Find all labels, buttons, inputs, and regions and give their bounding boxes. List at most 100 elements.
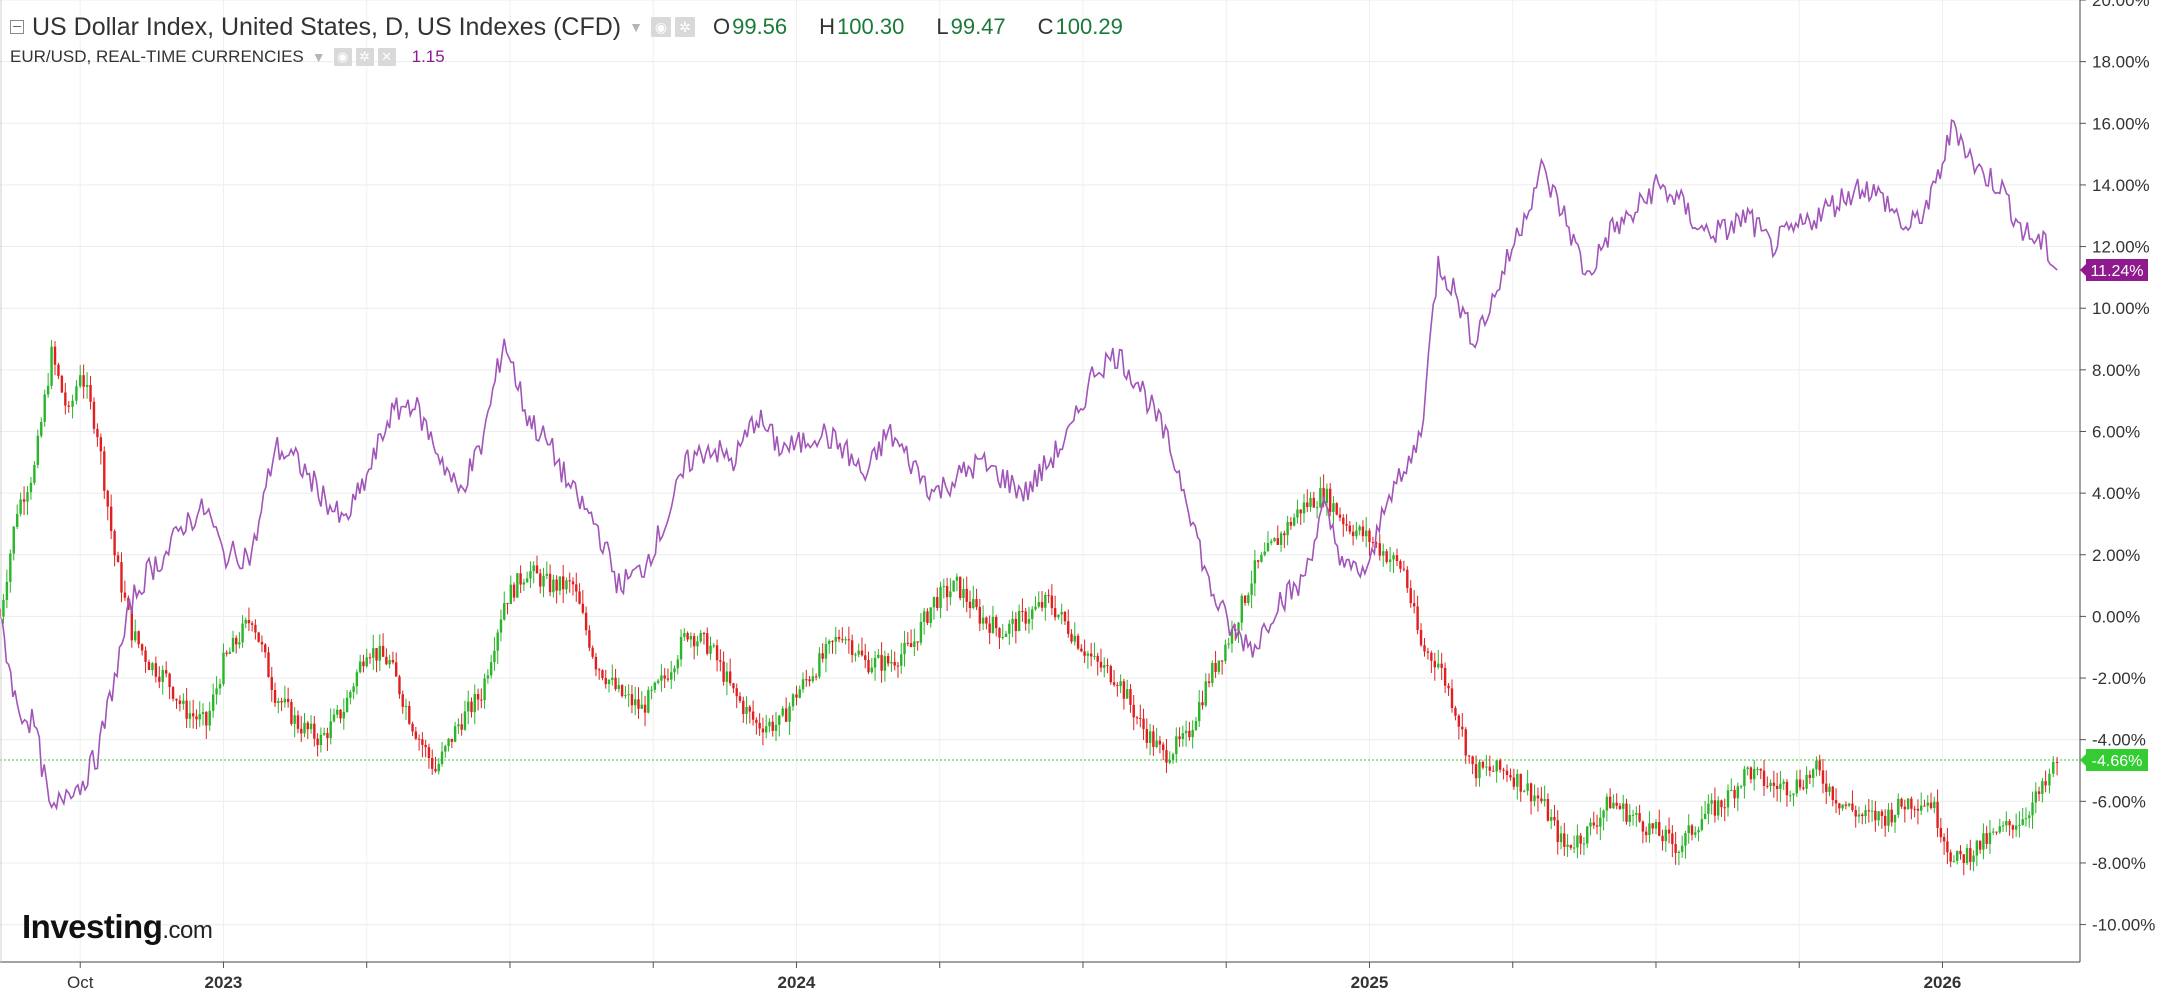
eurusd-last-badge-bg bbox=[2086, 258, 2148, 281]
candle-body bbox=[1454, 707, 1457, 716]
candle-body bbox=[137, 631, 140, 645]
candle-body bbox=[1913, 808, 1916, 810]
candle-body bbox=[1505, 770, 1509, 776]
candle-body bbox=[290, 701, 293, 724]
candle-body bbox=[1188, 730, 1191, 738]
candle-body bbox=[1457, 715, 1461, 727]
y-tick-label: 18.00% bbox=[2092, 53, 2150, 72]
candle-body bbox=[385, 656, 388, 665]
candle-body bbox=[178, 700, 182, 704]
candle-body bbox=[116, 555, 120, 563]
candle-body bbox=[1220, 660, 1224, 662]
candle-body bbox=[1024, 611, 1027, 624]
candle-body bbox=[1631, 814, 1635, 816]
candle-body bbox=[175, 698, 178, 701]
candle-body bbox=[1697, 829, 1700, 833]
candle-body bbox=[509, 584, 512, 605]
candle-body bbox=[1399, 561, 1402, 569]
candle-body bbox=[1559, 833, 1563, 843]
main-series-legend[interactable]: US Dollar Index, United States, D, US In… bbox=[10, 10, 1155, 44]
gear-icon[interactable]: ✲ bbox=[674, 17, 695, 37]
candle-body bbox=[784, 708, 788, 722]
candle-body bbox=[1811, 769, 1815, 778]
candle-body bbox=[1266, 543, 1270, 552]
candle-body bbox=[1579, 835, 1582, 844]
candle-body bbox=[1201, 702, 1204, 706]
candle-body bbox=[2024, 818, 2028, 820]
candle-body bbox=[1481, 761, 1485, 768]
candle-body bbox=[870, 667, 873, 673]
candle-body bbox=[1625, 803, 1628, 822]
candle-body bbox=[834, 636, 837, 642]
candle-body bbox=[916, 641, 919, 643]
candle-body bbox=[473, 693, 476, 713]
candle-body bbox=[457, 724, 460, 727]
candle-body bbox=[1371, 542, 1375, 544]
eurusd-last-badge-pointer bbox=[2080, 263, 2086, 276]
candle-body bbox=[2048, 773, 2051, 786]
candle-body bbox=[1962, 854, 1965, 864]
candle-body bbox=[1017, 611, 1021, 632]
collapse-icon[interactable] bbox=[10, 20, 24, 34]
candle-body bbox=[1348, 525, 1352, 532]
candle-body bbox=[1635, 813, 1638, 815]
candle-body bbox=[676, 659, 679, 669]
candle-body bbox=[493, 650, 496, 663]
y-tick-label: -10.00% bbox=[2092, 916, 2155, 935]
candle-body bbox=[650, 689, 653, 691]
candle-body bbox=[1116, 684, 1119, 686]
x-tick-label: 2023 bbox=[205, 973, 243, 992]
candle-body bbox=[1759, 768, 1762, 771]
candle-body bbox=[597, 669, 601, 671]
candle-body bbox=[1498, 760, 1502, 770]
candle-body bbox=[1478, 761, 1481, 779]
candle-body bbox=[1240, 595, 1243, 623]
eye-icon[interactable]: ◉ bbox=[650, 17, 671, 37]
candle-body bbox=[1710, 800, 1713, 804]
candle-body bbox=[571, 581, 575, 585]
candle-body bbox=[660, 675, 663, 681]
candle-body bbox=[1808, 774, 1812, 778]
eye-icon[interactable]: ◉ bbox=[333, 48, 352, 66]
secondary-series-legend[interactable]: EUR/USD, REAL-TIME CURRENCIES ▼ ◉ ✲ ✕ 1.… bbox=[10, 44, 1155, 70]
candle-body bbox=[211, 694, 215, 711]
candle-body bbox=[516, 573, 519, 598]
candle-body bbox=[774, 724, 778, 731]
candle-body bbox=[1576, 835, 1579, 848]
chevron-down-icon[interactable]: ▼ bbox=[629, 19, 643, 35]
candle-body bbox=[828, 640, 831, 644]
candle-body bbox=[1615, 802, 1618, 806]
candle-body bbox=[952, 580, 955, 592]
candle-body bbox=[535, 565, 539, 574]
candle-body bbox=[182, 700, 185, 704]
candle-body bbox=[1419, 630, 1423, 646]
candle-body bbox=[161, 670, 164, 682]
candle-body bbox=[195, 716, 198, 720]
close-icon[interactable]: ✕ bbox=[377, 48, 396, 66]
candle-body bbox=[1897, 798, 1900, 815]
candle-body bbox=[1034, 606, 1037, 610]
candle-body bbox=[40, 421, 43, 436]
candle-body bbox=[1877, 811, 1880, 821]
candle-body bbox=[689, 636, 693, 640]
candle-body bbox=[1106, 665, 1109, 667]
candle-body bbox=[1516, 773, 1519, 787]
candle-body bbox=[975, 599, 978, 608]
candle-body bbox=[1382, 551, 1385, 556]
candle-body bbox=[1687, 825, 1690, 834]
candle-body bbox=[1158, 740, 1162, 745]
candle-body bbox=[257, 632, 260, 642]
candle-body bbox=[1067, 621, 1070, 634]
candle-body bbox=[198, 714, 201, 720]
x-tick-label: Oct bbox=[67, 973, 94, 992]
candle-body bbox=[1818, 760, 1821, 771]
candle-body bbox=[728, 671, 732, 684]
candle-body bbox=[722, 661, 725, 682]
gear-icon[interactable]: ✲ bbox=[355, 48, 374, 66]
candle-body bbox=[1178, 736, 1181, 740]
candle-body bbox=[1129, 689, 1132, 705]
candle-body bbox=[1753, 768, 1756, 780]
chevron-down-icon[interactable]: ▼ bbox=[311, 49, 326, 65]
candle-body bbox=[1982, 833, 1985, 850]
